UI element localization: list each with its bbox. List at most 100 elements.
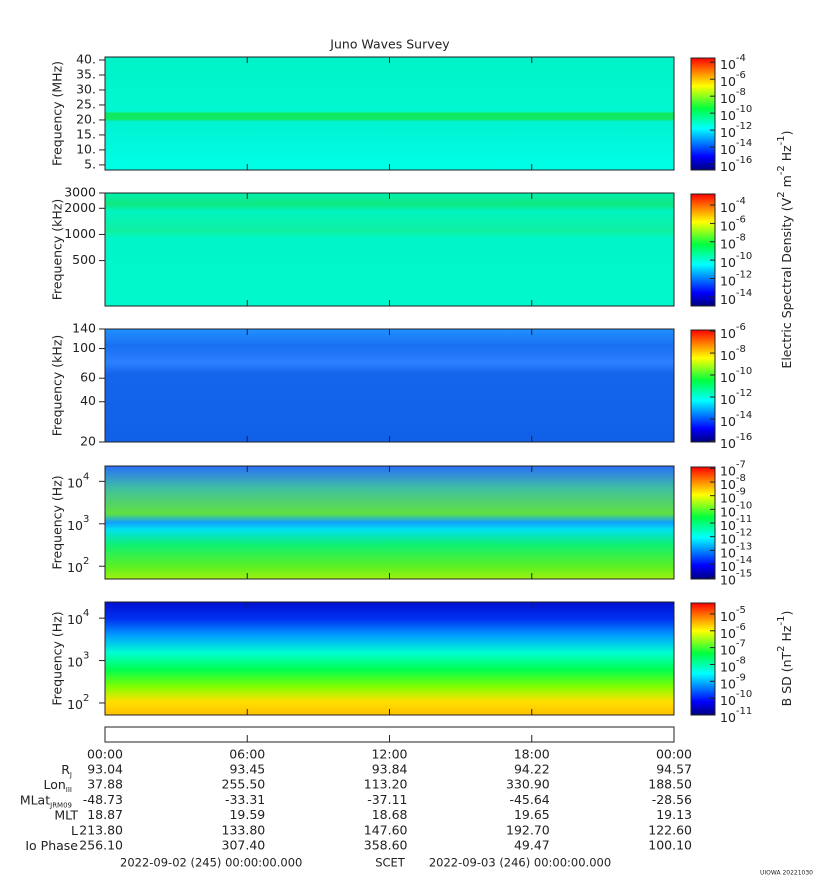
y-tick-label: 25. <box>76 96 96 111</box>
ephemeris-value: 93.84 <box>372 762 408 777</box>
colorbar-tick-label: 10-8 <box>720 87 746 106</box>
superscript: -15 <box>736 569 752 580</box>
y-tick-label: 10 <box>67 560 83 575</box>
footer-frame: SCET <box>375 856 406 870</box>
title-part: ) <box>779 130 794 135</box>
y-tick-label: 10 <box>67 654 83 669</box>
y-tick-exponent: 2 <box>83 693 89 704</box>
ephemeris-value: 256.10 <box>79 838 123 853</box>
superscript: 2 <box>776 191 787 197</box>
colorbar <box>690 329 716 443</box>
title-part: B SD (nT <box>779 651 794 706</box>
colorbar-tick-label: 10-14 <box>720 410 752 429</box>
superscript: -14 <box>736 288 752 299</box>
colorbar-tick-label: 10-4 <box>720 196 746 215</box>
y-tick-label: 60 <box>80 370 96 385</box>
ephemeris-value: 113.20 <box>364 777 408 792</box>
colorbar-tick-label: 10-8 <box>720 655 746 674</box>
tick-base: 10 <box>67 654 83 669</box>
colorbar-tick-label: 10-16 <box>720 432 752 451</box>
spectrogram <box>104 328 675 443</box>
ephemeris-value: -45.64 <box>509 792 549 807</box>
superscript: -11 <box>736 706 752 717</box>
ephemeris-label: L <box>71 822 78 837</box>
tick-base: 10 <box>720 236 736 251</box>
superscript: -14 <box>736 555 752 566</box>
ephemeris-label: LonIII <box>43 777 72 795</box>
colorbar-tick-label: 10-12 <box>720 121 752 140</box>
superscript: -12 <box>736 269 752 280</box>
superscript: -10 <box>736 251 752 262</box>
tick-base: 10 <box>720 74 736 89</box>
superscript: -16 <box>736 432 752 443</box>
tick-base: 10 <box>720 273 736 288</box>
ephemeris-value: 188.50 <box>648 777 692 792</box>
y-tick-label: 40 <box>80 393 96 408</box>
footer-start: 2022-09-02 (245) 00:00:00.000 <box>120 856 302 870</box>
tick-base: 10 <box>720 463 736 478</box>
colorbar-tick-label: 10-12 <box>720 388 752 407</box>
colorbar-title: B SD (nT2 Hz-1) <box>776 611 794 707</box>
tick-base: 10 <box>720 558 736 573</box>
ephemeris-value: 18.87 <box>87 807 123 822</box>
y-tick-label: 30. <box>76 81 96 96</box>
superscript: -10 <box>736 689 752 700</box>
y-tick-label: 5. <box>84 156 96 171</box>
superscript: -12 <box>736 121 752 132</box>
superscript: -6 <box>736 322 746 333</box>
colorbar-tick-label: 10-14 <box>720 138 752 157</box>
ephemeris-value: 94.57 <box>656 762 692 777</box>
y-axis-label: Frequency (MHz) <box>50 61 65 166</box>
y-tick-label: 15. <box>76 126 96 141</box>
footer-end: 2022-09-03 (246) 00:00:00.000 <box>429 856 611 870</box>
row-label-sub: III <box>66 786 72 794</box>
tick-base: 10 <box>720 125 736 140</box>
superscript: -8 <box>736 655 746 666</box>
colorbar-tick-label: 10-6 <box>720 322 746 341</box>
ephemeris-value: 358.60 <box>364 838 408 853</box>
ephemeris-value: 19.65 <box>514 807 550 822</box>
y-tick-label: 40. <box>76 51 96 66</box>
spectrogram <box>104 465 675 580</box>
row-label: R <box>61 762 70 777</box>
tick-base: 10 <box>720 659 736 674</box>
tick-base: 10 <box>720 218 736 233</box>
row-label: Io Phase <box>25 838 78 853</box>
colorbar-tick-label: 10-4 <box>720 53 746 72</box>
ephemeris-label: RJ <box>61 762 72 780</box>
tick-base: 10 <box>720 159 736 174</box>
ephemeris-value: 93.45 <box>229 762 265 777</box>
colorbar-tick-label: 10-9 <box>720 487 746 506</box>
colorbar-tick-label: 10-10 <box>720 500 752 519</box>
colorbar <box>690 602 716 716</box>
superscript: -7 <box>736 639 746 650</box>
title-part: m <box>779 175 794 191</box>
tick-base: 10 <box>720 391 736 406</box>
colorbar-tick-label: 10-8 <box>720 344 746 363</box>
spectrogram <box>104 56 675 171</box>
title-part: ) <box>779 611 794 616</box>
y-tick-label: 100 <box>72 340 96 355</box>
superscript: -13 <box>736 541 752 552</box>
ephemeris-value: 330.90 <box>506 777 550 792</box>
ephemeris-value: 133.80 <box>222 822 266 837</box>
tick-base: 10 <box>720 57 736 72</box>
y-tick-label: 35. <box>76 66 96 81</box>
superscript: -10 <box>736 104 752 115</box>
y-tick-label: 10 <box>67 517 83 532</box>
y-tick-label: 2000 <box>64 200 96 215</box>
tick-base: 10 <box>720 142 736 157</box>
tick-base: 10 <box>67 612 83 627</box>
y-tick-label: 1000 <box>64 226 96 241</box>
y-tick-label: 10 <box>67 475 83 490</box>
superscript: -12 <box>736 528 752 539</box>
superscript: -6 <box>736 70 746 81</box>
colorbar-tick-label: 10-7 <box>720 639 746 658</box>
colorbar-tick-label: 10-6 <box>720 622 746 641</box>
spectrogram <box>104 192 675 307</box>
colorbar-tick-label: 10-15 <box>720 569 752 588</box>
colorbar-tick-label: 10-11 <box>720 514 752 533</box>
ephemeris-value: -48.73 <box>83 792 123 807</box>
ephemeris-value: 18.68 <box>372 807 408 822</box>
superscript: -9 <box>736 672 746 683</box>
